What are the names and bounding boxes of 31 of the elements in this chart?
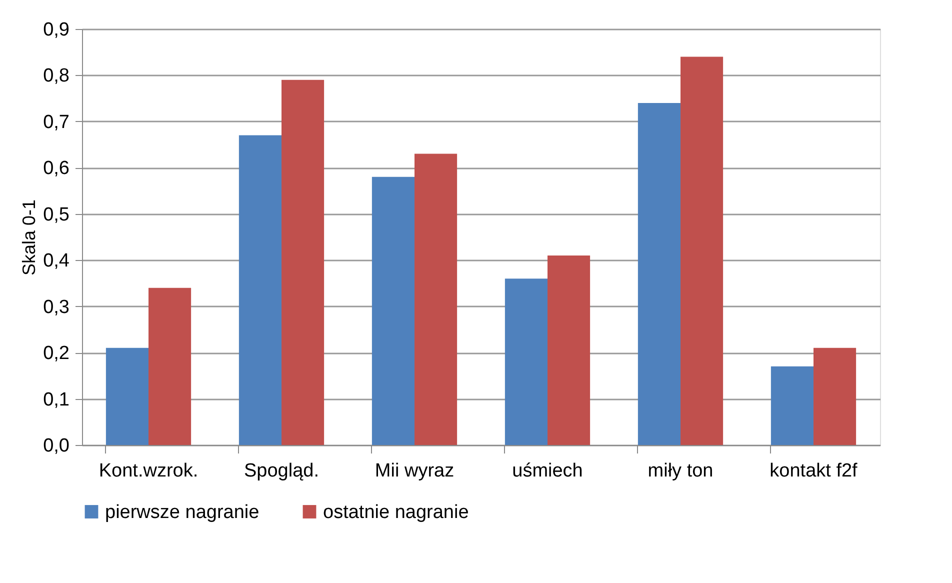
x-tick-label: Mii wyraz	[374, 460, 454, 482]
y-tick-label: 0,5	[43, 204, 70, 226]
bar	[106, 348, 148, 445]
y-tick-label: 0,8	[43, 66, 70, 87]
y-tick-label: 0,2	[43, 343, 70, 364]
bar	[504, 278, 548, 445]
legend-label: pierwsze nagranie	[105, 502, 260, 523]
bar	[282, 80, 324, 445]
bar	[814, 348, 856, 445]
y-tick-label: 0,1	[43, 389, 70, 410]
y-tick-label: 0,9	[43, 20, 70, 40]
x-tick-label: kontakt f2f	[770, 460, 858, 482]
x-tick-label: Spogląd.	[244, 460, 320, 482]
x-tick-label: uśmiech	[512, 460, 583, 482]
x-tick-label: Kont.wzrok.	[98, 460, 198, 482]
bar	[548, 255, 590, 445]
bar	[770, 366, 814, 445]
legend-label: ostatnie nagranie	[323, 502, 469, 523]
bar	[372, 176, 414, 445]
y-tick-label: 0,3	[43, 296, 70, 318]
bar	[680, 56, 724, 445]
x-tick-label: miły ton	[648, 460, 714, 482]
y-tick-label: 0,7	[43, 112, 70, 133]
bar	[238, 135, 282, 445]
bar	[638, 102, 680, 445]
y-tick-label: 0,4	[43, 250, 70, 272]
y-tick-label: 0,6	[43, 158, 70, 180]
y-axis-title: Skala 0-1	[19, 199, 40, 276]
y-tick-label: 0,0	[43, 436, 70, 456]
bar	[414, 154, 458, 445]
bar	[148, 288, 192, 445]
